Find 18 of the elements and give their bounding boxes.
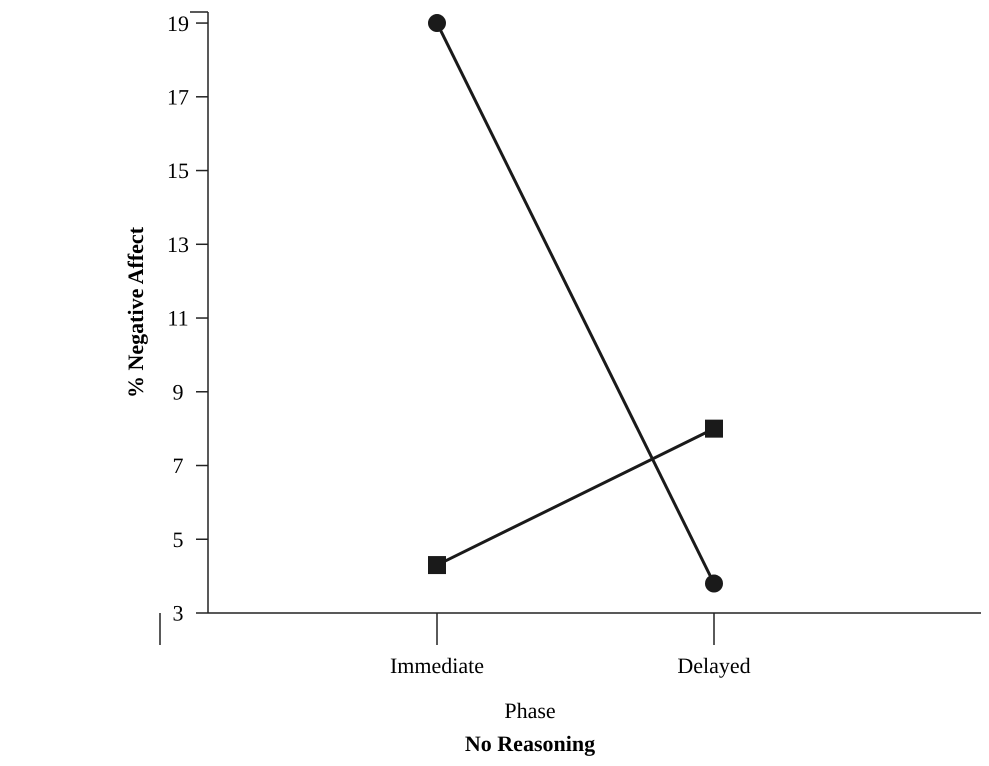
x-tick-label: Immediate: [390, 653, 484, 678]
y-tick-label: 5: [172, 526, 184, 552]
y-tick-label: 7: [172, 453, 184, 478]
y-tick-label: 17: [167, 84, 189, 110]
point: [705, 420, 723, 438]
y-tick-label: 15: [167, 158, 189, 184]
text: No Reasoning: [464, 731, 596, 756]
x-axis-title: Phase: [504, 698, 556, 723]
point: [428, 14, 446, 32]
y-tick-label: 19: [167, 10, 189, 36]
y-tick-label: 11: [167, 306, 189, 331]
y-tick-label: 9: [172, 379, 184, 404]
y-tick-label: 3: [172, 600, 184, 626]
y-tick-label: 13: [167, 232, 189, 257]
point: [705, 574, 723, 593]
point: [428, 556, 446, 574]
x-tick-label: Delayed: [677, 653, 751, 678]
y-axis-title: % Negative Affect: [123, 226, 148, 398]
